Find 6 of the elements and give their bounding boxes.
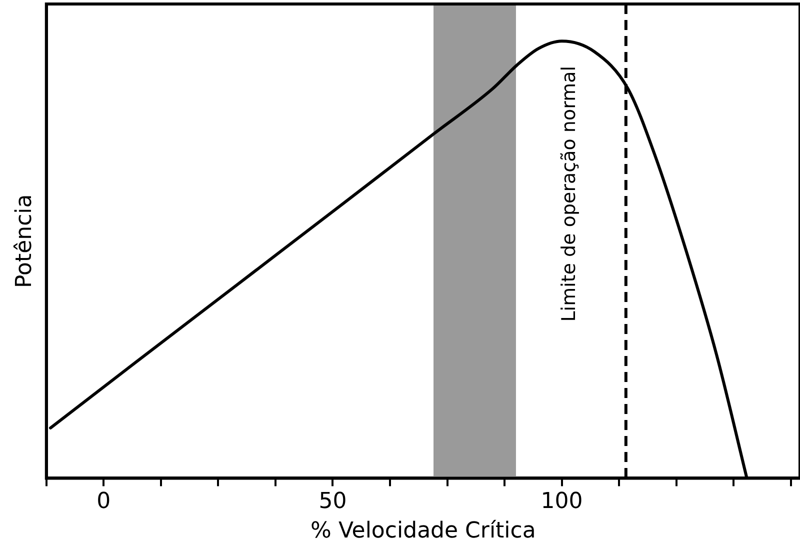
x-tick-label: 0 xyxy=(96,489,111,514)
ref-line-label: Limite de operação normal xyxy=(558,66,580,322)
x-tick-label: 50 xyxy=(318,489,347,514)
y-axis-title: Potência xyxy=(12,194,37,288)
x-tick-label: 100 xyxy=(540,489,583,514)
x-axis-title: % Velocidade Crítica xyxy=(310,518,536,544)
